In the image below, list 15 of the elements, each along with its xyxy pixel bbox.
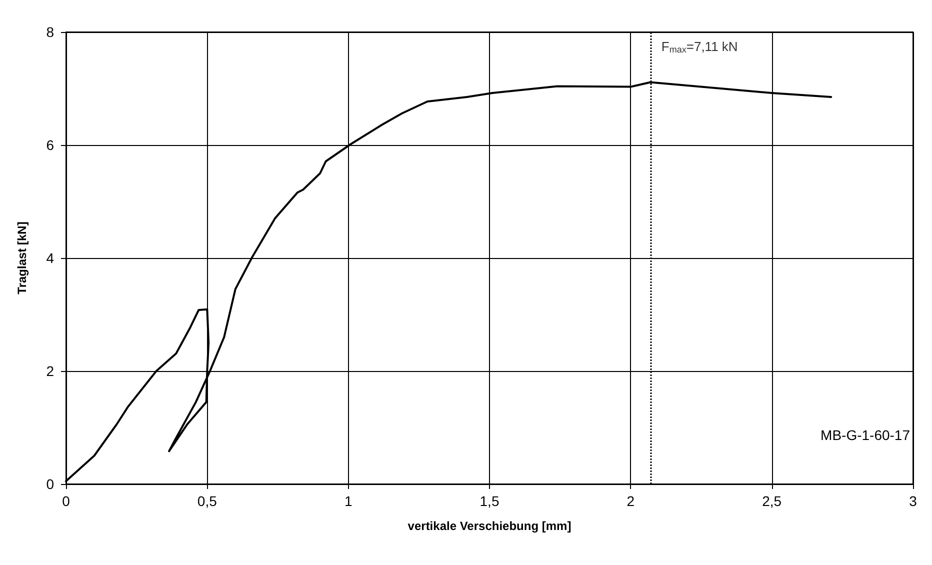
y-tick-label: 6 <box>46 137 54 153</box>
x-tick-label: 0,5 <box>197 493 218 509</box>
y-tick-label: 8 <box>46 24 54 40</box>
x-tick-label: 2,5 <box>762 493 782 509</box>
y-axis-title: Traglast [kN] <box>15 222 29 294</box>
x-tick-label: 1,5 <box>480 493 500 509</box>
y-tick-label: 4 <box>46 250 54 266</box>
x-tick-label: 0 <box>62 493 70 509</box>
annotation: MB-G-1-60-17 <box>820 427 910 443</box>
x-axis-title: vertikale Verschiebung [mm] <box>408 519 572 533</box>
x-tick-label: 2 <box>626 493 635 509</box>
y-tick-label: 0 <box>46 476 54 492</box>
x-tick-label: 3 <box>909 493 918 509</box>
x-tick-label: 1 <box>344 493 352 509</box>
y-tick-label: 2 <box>46 363 54 379</box>
